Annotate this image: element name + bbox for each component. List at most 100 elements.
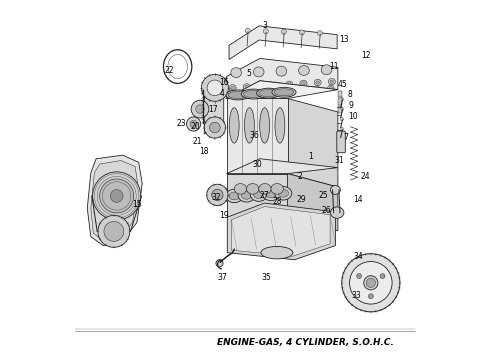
Ellipse shape [330, 207, 344, 218]
Ellipse shape [257, 83, 265, 89]
Text: 2: 2 [297, 172, 302, 181]
Ellipse shape [243, 84, 250, 90]
Text: 18: 18 [199, 147, 209, 156]
Circle shape [187, 117, 201, 131]
Ellipse shape [271, 88, 277, 94]
Ellipse shape [272, 89, 276, 92]
Polygon shape [91, 161, 138, 241]
Text: 32: 32 [212, 193, 221, 202]
Text: 33: 33 [352, 291, 362, 300]
Circle shape [196, 105, 204, 113]
Circle shape [357, 274, 362, 279]
Ellipse shape [315, 87, 318, 90]
Circle shape [342, 254, 400, 312]
Text: 37: 37 [217, 273, 227, 282]
Ellipse shape [226, 90, 250, 100]
Ellipse shape [261, 247, 293, 259]
Polygon shape [288, 99, 338, 187]
Text: 22: 22 [164, 66, 173, 75]
Circle shape [340, 127, 343, 131]
Circle shape [207, 80, 222, 96]
Ellipse shape [259, 184, 271, 194]
Circle shape [93, 172, 141, 220]
Circle shape [207, 184, 228, 206]
Polygon shape [204, 81, 224, 134]
Text: 19: 19 [219, 211, 228, 220]
Ellipse shape [321, 65, 332, 75]
Ellipse shape [288, 83, 291, 86]
Ellipse shape [241, 89, 265, 99]
Circle shape [318, 31, 322, 36]
Circle shape [245, 28, 250, 33]
Ellipse shape [234, 184, 246, 194]
Text: 25: 25 [318, 192, 328, 201]
Text: 9: 9 [349, 101, 354, 110]
Ellipse shape [246, 184, 259, 194]
Ellipse shape [253, 67, 264, 77]
Ellipse shape [275, 186, 292, 200]
Ellipse shape [330, 80, 334, 83]
Ellipse shape [231, 86, 234, 89]
Circle shape [349, 261, 392, 304]
Text: 28: 28 [272, 197, 282, 206]
Text: 17: 17 [208, 105, 218, 114]
Polygon shape [288, 174, 338, 231]
FancyBboxPatch shape [337, 131, 345, 153]
Ellipse shape [250, 188, 268, 201]
Ellipse shape [286, 81, 293, 87]
Ellipse shape [228, 90, 235, 96]
Ellipse shape [229, 108, 239, 143]
Text: 7: 7 [343, 133, 348, 142]
Text: 30: 30 [252, 159, 262, 168]
Ellipse shape [330, 185, 341, 194]
Ellipse shape [302, 82, 305, 85]
Ellipse shape [285, 87, 292, 93]
Polygon shape [226, 174, 288, 217]
Text: 23: 23 [176, 119, 186, 128]
Text: 10: 10 [348, 112, 358, 121]
Text: 34: 34 [354, 252, 363, 261]
Text: 13: 13 [340, 36, 349, 45]
Circle shape [281, 30, 286, 34]
Ellipse shape [316, 81, 319, 84]
Bar [338, 99, 342, 105]
Ellipse shape [300, 80, 307, 87]
Circle shape [368, 294, 373, 299]
Ellipse shape [228, 91, 247, 99]
Ellipse shape [259, 90, 278, 97]
Ellipse shape [298, 66, 309, 75]
Ellipse shape [260, 108, 270, 143]
Ellipse shape [273, 84, 277, 87]
Text: 15: 15 [132, 200, 142, 209]
Circle shape [191, 100, 209, 118]
Circle shape [380, 274, 385, 279]
Ellipse shape [271, 184, 283, 194]
Polygon shape [226, 99, 288, 174]
Circle shape [210, 122, 220, 133]
Circle shape [299, 30, 304, 35]
Circle shape [263, 29, 269, 34]
Circle shape [216, 260, 223, 267]
Circle shape [110, 190, 123, 202]
Ellipse shape [229, 85, 236, 91]
Circle shape [204, 117, 225, 138]
Ellipse shape [274, 89, 294, 96]
Ellipse shape [230, 91, 233, 94]
Ellipse shape [271, 82, 279, 88]
Text: 5: 5 [246, 69, 251, 78]
Ellipse shape [314, 86, 320, 91]
Circle shape [190, 121, 197, 127]
Ellipse shape [226, 189, 243, 203]
Ellipse shape [244, 90, 263, 98]
Circle shape [366, 278, 375, 287]
Text: 16: 16 [219, 78, 228, 87]
Text: 24: 24 [361, 172, 370, 181]
Ellipse shape [245, 108, 254, 143]
Polygon shape [226, 159, 338, 174]
Polygon shape [227, 203, 335, 260]
Circle shape [340, 117, 343, 121]
Ellipse shape [253, 191, 264, 198]
Ellipse shape [238, 189, 255, 202]
Ellipse shape [258, 90, 262, 93]
Ellipse shape [272, 87, 296, 97]
